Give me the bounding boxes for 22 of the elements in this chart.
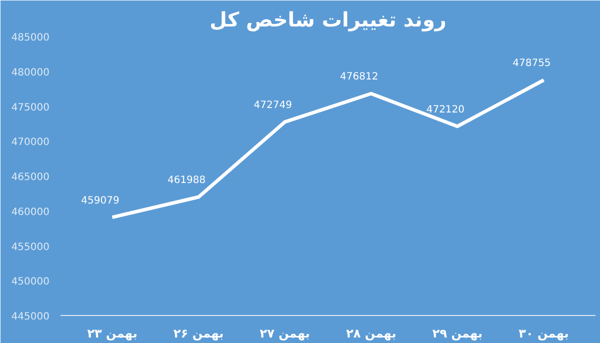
data-label: 472120 xyxy=(426,104,465,116)
data-label: 478755 xyxy=(512,58,551,70)
y-tick-label: 475000 xyxy=(11,102,50,114)
data-label: 472749 xyxy=(254,100,292,111)
x-tick-label: ۳۰ بهمن xyxy=(518,326,569,340)
data-label: 476812 xyxy=(340,72,378,83)
data-label: 461988 xyxy=(167,175,206,186)
y-tick-label: 465000 xyxy=(11,172,50,183)
x-tick-label: ۲۷ بهمن xyxy=(260,326,310,340)
y-tick-label: 455000 xyxy=(11,242,50,253)
x-tick-label: ۲۳ بهمن xyxy=(87,326,138,340)
chart-title: روند تغییرات شاخص کل xyxy=(210,8,446,32)
y-tick-label: 460000 xyxy=(11,206,50,218)
y-tick-label: 450000 xyxy=(11,276,50,288)
y-tick-label: 480000 xyxy=(11,67,50,78)
y-tick-label: 485000 xyxy=(11,32,50,44)
x-tick-label: ۲۹ بهمن xyxy=(432,326,482,340)
y-tick-label: 445000 xyxy=(11,312,50,322)
y-tick-label: 470000 xyxy=(11,137,50,148)
x-tick-label: ۲۶ بهمن xyxy=(174,326,224,340)
x-tick-label: ۲۸ بهمن xyxy=(346,326,396,340)
data-label: 459079 xyxy=(81,195,120,206)
